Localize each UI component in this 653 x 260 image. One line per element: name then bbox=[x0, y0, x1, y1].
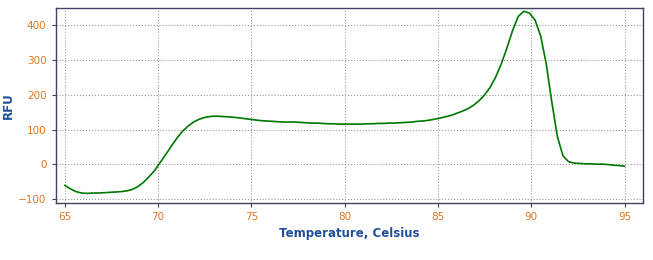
X-axis label: Temperature, Celsius: Temperature, Celsius bbox=[279, 228, 420, 240]
Y-axis label: RFU: RFU bbox=[3, 92, 15, 119]
